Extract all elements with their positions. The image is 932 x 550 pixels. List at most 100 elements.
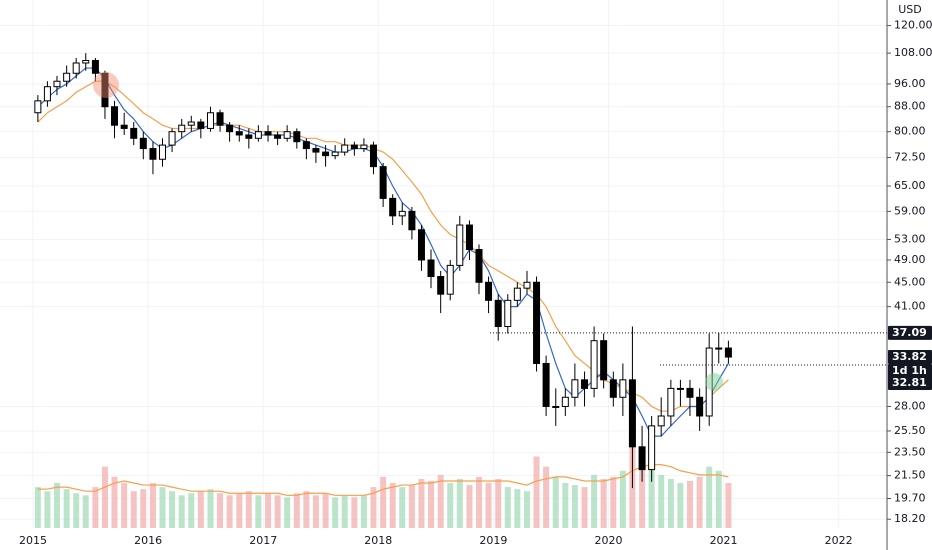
- price-label: 33.82: [892, 350, 927, 363]
- candle-body: [341, 144, 349, 153]
- candle-body: [408, 210, 416, 231]
- candle-body: [552, 405, 560, 408]
- countdown-box: [888, 364, 932, 379]
- volume-bar: [92, 487, 99, 528]
- candle-body: [542, 362, 550, 407]
- price-label: 37.09: [892, 326, 927, 339]
- x-tick-label: 2021: [710, 534, 738, 547]
- volume-bar: [648, 466, 655, 528]
- candle-body: [91, 59, 99, 74]
- volume-bar: [543, 466, 550, 528]
- volume-bar: [523, 491, 530, 528]
- candle-body: [485, 281, 493, 301]
- candle-body: [197, 121, 205, 129]
- candle-body: [101, 72, 109, 108]
- y-tick-label: 65.00: [894, 179, 926, 192]
- candle-body: [187, 121, 195, 126]
- candle-body: [648, 425, 656, 471]
- candle-body: [667, 387, 675, 417]
- highlight-circle: [705, 373, 723, 391]
- volume-bar: [351, 497, 358, 528]
- volume-bar: [274, 495, 281, 528]
- candle-body: [523, 281, 531, 289]
- volume-bar: [591, 474, 598, 528]
- candle-body: [657, 415, 665, 427]
- volume-bar: [476, 476, 483, 528]
- candle-body: [283, 131, 291, 139]
- x-tick-label: 2015: [19, 534, 47, 547]
- candle-body: [293, 131, 301, 143]
- volume-bar: [101, 466, 108, 528]
- volume-bar: [581, 487, 588, 528]
- candle-body: [446, 264, 454, 295]
- volume-bar: [380, 476, 387, 528]
- countdown: 1d 1h: [892, 364, 927, 377]
- x-tick-label: 2020: [594, 534, 622, 547]
- plot-layer: 2015 2016 2017 2018 2019 2020 2021 2022: [0, 0, 887, 547]
- x-tick-label: 2022: [825, 534, 853, 547]
- y-tick-label: 45.00: [894, 275, 926, 288]
- volume-bar: [667, 478, 674, 528]
- candle-body: [226, 124, 234, 133]
- y-tick-label: 49.00: [894, 253, 926, 266]
- price-axis: USD 120.00 108.00 96.00 88.00 80.00 72.50 65.0…: [886, 0, 932, 550]
- volume-bar: [706, 466, 713, 528]
- volume-bar: [44, 491, 51, 528]
- volume-bar: [236, 493, 243, 528]
- candle-body: [715, 347, 723, 350]
- candle-body: [216, 112, 224, 126]
- candle-body: [600, 340, 608, 381]
- volume-bar: [140, 489, 147, 528]
- volume-bar: [303, 491, 310, 528]
- candle-body: [245, 134, 253, 139]
- y-tick-label: 59.00: [894, 204, 926, 217]
- candle-body: [638, 446, 646, 471]
- candle-body: [168, 131, 176, 146]
- candle-body: [302, 141, 310, 150]
- highlights: [93, 72, 723, 391]
- volume-bar: [677, 483, 684, 528]
- candle-body: [53, 80, 61, 88]
- candle-body: [696, 396, 704, 417]
- volume-bar: [418, 478, 425, 528]
- candle-body: [628, 379, 636, 448]
- candle-body: [34, 100, 42, 114]
- volume-bar: [111, 476, 118, 528]
- candle-body: [561, 396, 569, 407]
- volume-bar: [265, 493, 272, 528]
- y-tick-label: 21.50: [894, 469, 926, 482]
- volume-bar: [360, 495, 367, 528]
- volume-bar: [552, 476, 559, 528]
- y-tick-label: 19.70: [894, 491, 926, 504]
- candle-body: [120, 124, 128, 129]
- candle-body: [494, 299, 502, 328]
- candle-body: [676, 387, 684, 390]
- volume-bar: [504, 487, 511, 528]
- volume-bar: [725, 483, 732, 528]
- volume-bar: [610, 476, 617, 528]
- y-tick-label: 80.00: [894, 125, 926, 138]
- volume-bar: [341, 495, 348, 528]
- volume-bar: [255, 495, 262, 528]
- volume-bar: [332, 497, 339, 528]
- volume-bar: [437, 474, 444, 528]
- volume-bar: [696, 476, 703, 528]
- y-tick-label: 108.00: [894, 46, 932, 59]
- volume-bar: [562, 483, 569, 528]
- candle-body: [437, 276, 445, 295]
- y-tick-label: 23.50: [894, 445, 926, 458]
- volume-bar: [63, 489, 70, 528]
- candle-body: [178, 124, 186, 133]
- volume-bar: [619, 470, 626, 528]
- candle-body: [159, 144, 167, 160]
- volume-bar: [456, 478, 463, 528]
- candle-body: [609, 379, 617, 398]
- y-tick-label: 25.50: [894, 424, 926, 437]
- price-label-box: [888, 350, 932, 365]
- volume-bar: [226, 495, 233, 528]
- volume-bar: [428, 480, 435, 528]
- candle-body: [465, 224, 473, 251]
- volume-bar: [686, 480, 693, 528]
